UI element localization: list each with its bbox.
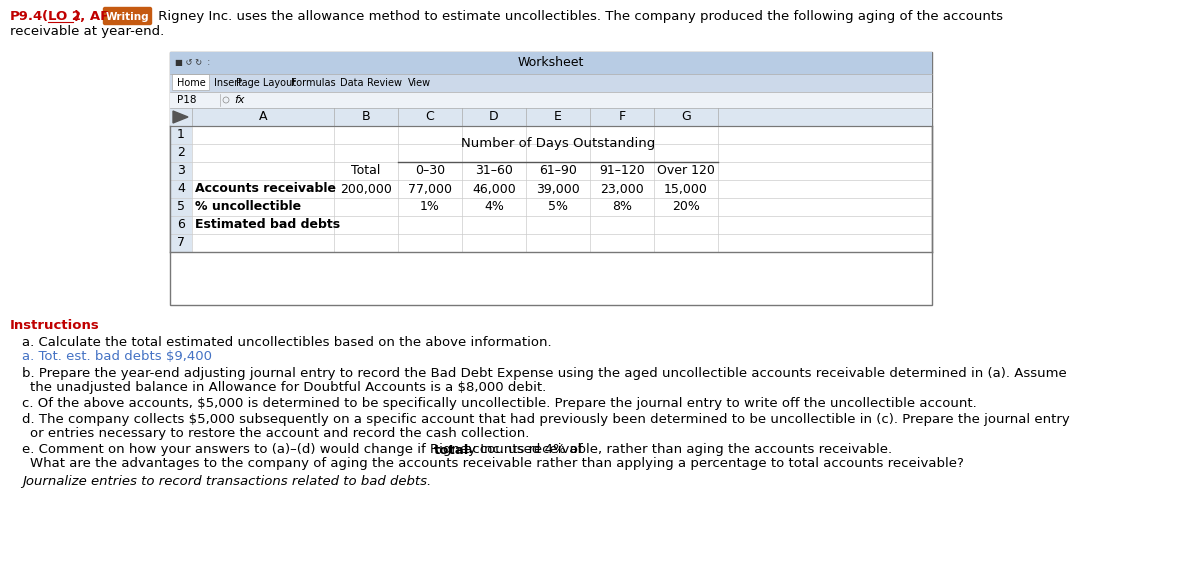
Text: d. The company collects $5,000 subsequently on a specific account that had previ: d. The company collects $5,000 subsequen… [22, 414, 1069, 427]
Bar [170, 234, 192, 252]
Text: 200,000: 200,000 [340, 182, 392, 196]
Text: Instructions: Instructions [10, 319, 100, 332]
Bar [170, 144, 192, 162]
Bar [170, 162, 192, 180]
Text: e. Comment on how your answers to (a)–(d) would change if Rigney Inc. used 4% of: e. Comment on how your answers to (a)–(d… [22, 443, 587, 456]
Text: Over 120: Over 120 [658, 165, 715, 177]
Text: Number of Days Outstanding: Number of Days Outstanding [461, 137, 655, 150]
Text: Home: Home [176, 78, 205, 88]
Text: Worksheet: Worksheet [518, 57, 584, 70]
Text: Rigney Inc. uses the allowance method to estimate uncollectibles. The company pr: Rigney Inc. uses the allowance method to… [154, 10, 1003, 23]
Text: View: View [408, 78, 431, 88]
Text: 4: 4 [178, 182, 185, 196]
Text: 7: 7 [178, 236, 185, 249]
Text: 23,000: 23,000 [600, 182, 644, 196]
Text: 77,000: 77,000 [408, 182, 452, 196]
Text: 39,000: 39,000 [536, 182, 580, 196]
Polygon shape [173, 111, 188, 123]
Text: (: ( [42, 10, 48, 23]
Text: ■ ↺ ↻  :: ■ ↺ ↻ : [175, 58, 210, 67]
Text: Review: Review [367, 78, 402, 88]
Text: D: D [490, 110, 499, 124]
Text: Formulas: Formulas [290, 78, 335, 88]
Text: a. Tot. est. bad debts $9,400: a. Tot. est. bad debts $9,400 [22, 351, 212, 363]
Text: 6: 6 [178, 219, 185, 232]
Text: c. Of the above accounts, $5,000 is determined to be specifically uncollectible.: c. Of the above accounts, $5,000 is dete… [22, 397, 977, 410]
Text: Total: Total [352, 165, 380, 177]
Text: Writing: Writing [106, 11, 149, 22]
Bar [170, 198, 192, 216]
Text: 4%: 4% [484, 201, 504, 213]
Text: 31–60: 31–60 [475, 165, 512, 177]
Text: 20%: 20% [672, 201, 700, 213]
Text: Insert: Insert [214, 78, 242, 88]
Text: G: G [682, 110, 691, 124]
Text: P18: P18 [178, 95, 197, 105]
Text: What are the advantages to the company of aging the accounts receivable rather t: What are the advantages to the company o… [30, 457, 964, 470]
Text: 2: 2 [178, 146, 185, 160]
Text: 5%: 5% [548, 201, 568, 213]
Bar [170, 180, 192, 198]
Bar [170, 92, 932, 108]
Bar [170, 52, 932, 305]
Text: 1: 1 [178, 129, 185, 141]
Bar [170, 126, 192, 144]
Text: 15,000: 15,000 [664, 182, 708, 196]
Text: B: B [361, 110, 371, 124]
Text: Accounts receivable: Accounts receivable [194, 182, 336, 196]
Text: or entries necessary to restore the account and record the cash collection.: or entries necessary to restore the acco… [30, 427, 529, 440]
Bar [170, 216, 192, 234]
FancyBboxPatch shape [173, 74, 210, 90]
Text: E: E [554, 110, 562, 124]
Text: 0–30: 0–30 [415, 165, 445, 177]
Text: Data: Data [341, 78, 364, 88]
Text: 1%: 1% [420, 201, 440, 213]
Bar [170, 108, 932, 126]
Text: Journalize entries to record transactions related to bad debts.: Journalize entries to record transaction… [22, 475, 431, 487]
Text: a. Calculate the total estimated uncollectibles based on the above information.: a. Calculate the total estimated uncolle… [22, 336, 552, 349]
Text: the unadjusted balance in Allowance for Doubtful Accounts is a $8,000 debit.: the unadjusted balance in Allowance for … [30, 380, 546, 394]
FancyBboxPatch shape [103, 7, 151, 25]
Text: accounts receivable, rather than aging the accounts receivable.: accounts receivable, rather than aging t… [461, 443, 893, 456]
Text: 8%: 8% [612, 201, 632, 213]
Text: 5: 5 [178, 201, 185, 213]
Text: Page Layout: Page Layout [236, 78, 296, 88]
Text: 61–90: 61–90 [539, 165, 577, 177]
Text: P9.4: P9.4 [10, 10, 43, 23]
Text: 3: 3 [178, 165, 185, 177]
Text: A: A [259, 110, 268, 124]
Bar [170, 74, 932, 92]
Bar [170, 52, 932, 74]
Text: receivable at year-end.: receivable at year-end. [10, 25, 164, 38]
Text: 91–120: 91–120 [599, 165, 644, 177]
Text: fx: fx [234, 95, 245, 105]
Text: total: total [433, 443, 469, 456]
Text: Estimated bad debts: Estimated bad debts [194, 219, 340, 232]
Text: % uncollectible: % uncollectible [194, 201, 301, 213]
Text: F: F [618, 110, 625, 124]
Text: ), AP: ), AP [74, 10, 110, 23]
Text: b. Prepare the year-end adjusting journal entry to record the Bad Debt Expense u: b. Prepare the year-end adjusting journa… [22, 367, 1067, 380]
Text: LO 2: LO 2 [48, 10, 82, 23]
Text: C: C [426, 110, 434, 124]
Text: 46,000: 46,000 [472, 182, 516, 196]
